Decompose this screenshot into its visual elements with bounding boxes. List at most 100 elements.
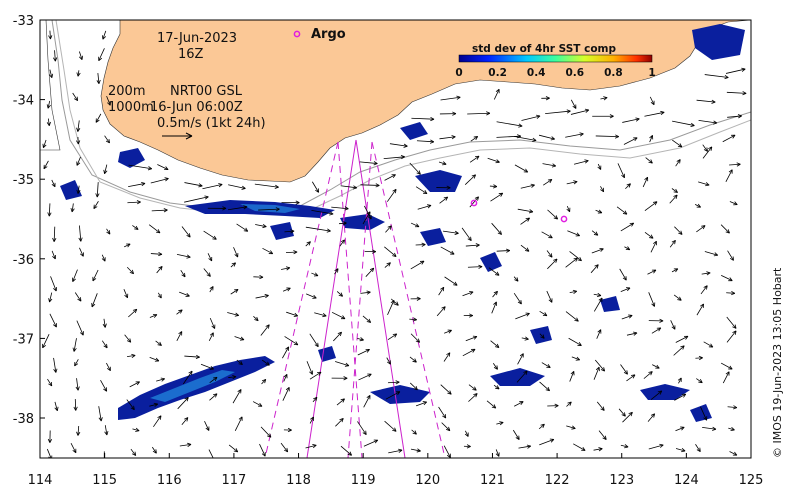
colorbar-tick-label: 0 [455, 67, 462, 79]
velocity-arrow-icon [565, 133, 584, 138]
velocity-arrow-icon [228, 444, 239, 453]
velocity-arrowhead-icon [135, 381, 140, 386]
velocity-arrow-icon [284, 230, 295, 233]
depth-200-label: 200m [108, 84, 145, 99]
velocity-arrowhead-icon [708, 343, 714, 348]
velocity-arrow-icon [106, 95, 111, 106]
velocity-arrowhead-icon [241, 185, 246, 190]
velocity-arrow-icon [442, 230, 459, 234]
velocity-arrowhead-icon [677, 143, 683, 148]
velocity-arrowhead-icon [653, 201, 658, 206]
velocity-arrowhead-icon [338, 292, 343, 297]
velocity-arrowhead-icon [415, 338, 421, 343]
velocity-arrow-icon [209, 376, 218, 384]
velocity-arrowhead-icon [131, 353, 136, 358]
velocity-arrowhead-icon [451, 135, 456, 140]
velocity-arrowhead-icon [644, 176, 649, 182]
velocity-arrowhead-icon [158, 265, 163, 271]
velocity-arrow-icon [179, 291, 190, 297]
velocity-arrow-icon [203, 268, 211, 277]
velocity-arrow-icon [233, 247, 239, 258]
velocity-arrowhead-icon [367, 215, 372, 220]
velocity-arrow-icon [593, 297, 603, 312]
velocity-arrowhead-icon [95, 193, 100, 198]
bathymetry-contour-1000m [55, 20, 751, 215]
velocity-arrowhead-icon [495, 159, 500, 164]
velocity-arrowhead-icon [369, 267, 375, 273]
velocity-arrow-icon [439, 196, 448, 204]
velocity-arrowhead-icon [98, 56, 103, 62]
velocity-arrow-icon [675, 448, 686, 452]
velocity-arrowhead-icon [238, 416, 243, 421]
velocity-arrow-icon [176, 331, 183, 342]
velocity-arrowhead-icon [649, 135, 654, 140]
velocity-arrow-icon [104, 425, 108, 436]
velocity-arrowhead-icon [126, 243, 131, 248]
velocity-arrow-icon [644, 111, 665, 117]
argo-float-marker-icon [560, 215, 568, 223]
velocity-arrowhead-icon [536, 114, 541, 119]
velocity-arrow-icon [514, 164, 528, 173]
velocity-arrowhead-icon [545, 386, 550, 392]
velocity-arrowhead-icon [163, 208, 168, 213]
velocity-arrow-icon [594, 359, 605, 372]
velocity-arrowhead-icon [187, 442, 192, 447]
velocity-arrow-icon [720, 224, 730, 234]
velocity-arrowhead-icon [729, 256, 734, 261]
velocity-arrow-icon [416, 140, 434, 143]
velocity-arrowhead-icon [293, 341, 299, 346]
velocity-arrow-icon [127, 201, 141, 204]
velocity-arrowhead-icon [701, 225, 706, 230]
velocity-arrowhead-icon [572, 104, 577, 109]
velocity-arrow-icon [132, 225, 139, 230]
velocity-arrowhead-icon [76, 127, 81, 132]
velocity-arrow-icon [547, 258, 558, 270]
velocity-arrowhead-icon [724, 75, 729, 80]
velocity-arrowhead-icon [366, 211, 371, 216]
velocity-arrow-icon [177, 397, 189, 410]
bathymetry-contour-200m [51, 20, 751, 211]
velocity-arrow-icon [390, 298, 399, 306]
velocity-arrow-icon [360, 291, 371, 294]
velocity-arrow-icon [388, 449, 403, 454]
velocity-arrow-icon [517, 208, 533, 213]
velocity-arrow-icon [648, 292, 655, 307]
velocity-arrow-icon [126, 266, 134, 274]
velocity-arrowhead-icon [597, 209, 603, 214]
velocity-arrow-icon [179, 444, 192, 447]
velocity-arrow-icon [260, 324, 270, 336]
velocity-arrowhead-icon [79, 252, 84, 257]
velocity-arrowhead-icon [391, 174, 396, 179]
velocity-arrowhead-icon [101, 257, 106, 262]
velocity-arrowhead-icon [186, 254, 191, 259]
velocity-arrow-icon [438, 406, 447, 419]
velocity-arrow-icon [49, 69, 53, 78]
velocity-arrow-icon [623, 137, 638, 145]
velocity-arrow-icon [624, 246, 631, 251]
velocity-arrowhead-icon [736, 162, 741, 167]
velocity-arrow-icon [647, 269, 657, 275]
velocity-arrow-icon [512, 429, 520, 440]
y-axis: -33 -34 -35 -36 -37 -38 [13, 14, 45, 427]
velocity-arrowhead-icon [532, 137, 537, 142]
satellite-tracks [264, 139, 446, 458]
velocity-arrow-icon [698, 120, 718, 124]
velocity-arrow-icon [77, 120, 80, 132]
velocity-arrow-icon [53, 226, 56, 242]
velocity-arrowhead-icon [530, 183, 535, 188]
velocity-arrowhead-icon [737, 114, 742, 119]
velocity-arrow-icon [363, 439, 378, 447]
velocity-arrowhead-icon [594, 264, 599, 269]
velocity-arrowhead-icon [573, 257, 578, 262]
velocity-arrow-icon [541, 231, 553, 239]
velocity-arrowhead-icon [135, 427, 140, 432]
velocity-arrowhead-icon [599, 247, 604, 252]
velocity-arrow-icon [490, 192, 503, 202]
velocity-arrow-icon [491, 301, 497, 314]
velocity-arrow-icon [468, 384, 477, 391]
velocity-arrow-icon [538, 423, 545, 430]
velocity-arrowhead-icon [621, 412, 626, 417]
velocity-arrow-icon [675, 159, 681, 167]
velocity-arrowhead-icon [337, 331, 342, 337]
velocity-arrow-icon [203, 230, 217, 240]
